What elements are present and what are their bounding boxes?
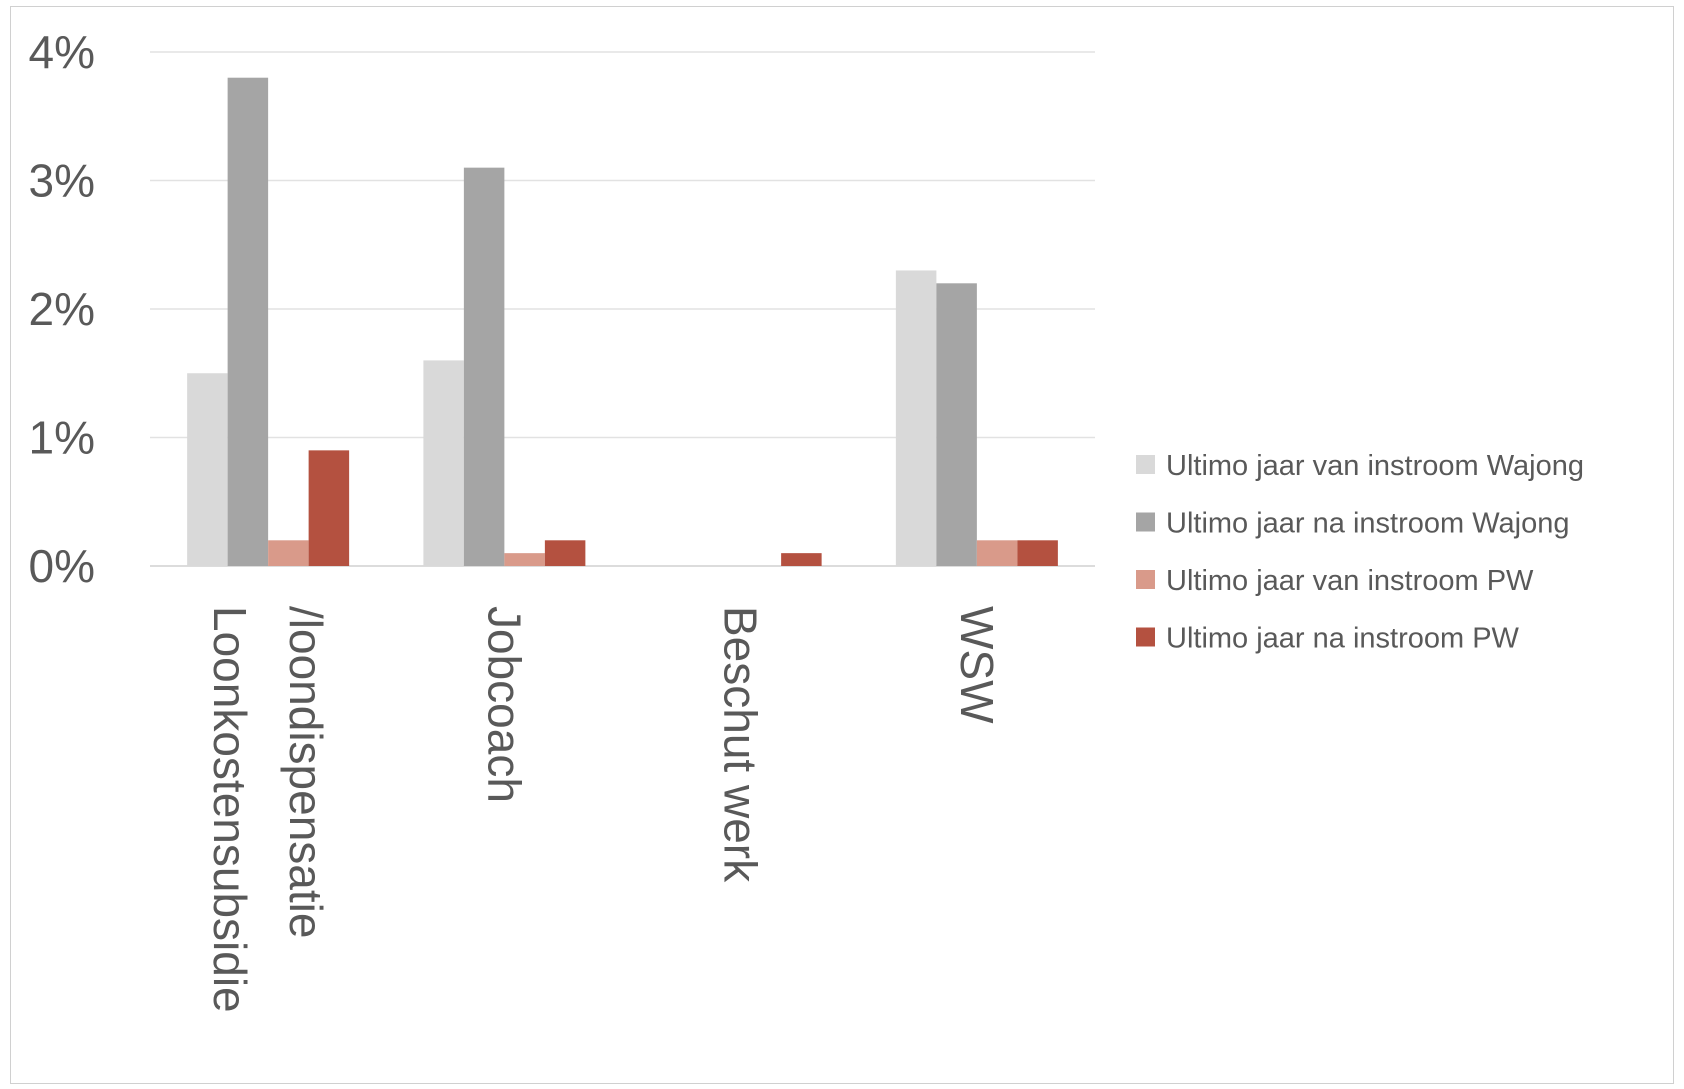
bar (227, 77, 269, 566)
legend: Ultimo jaar van instroom Wajong Ultimo ja… (1136, 450, 1584, 655)
bar (976, 540, 1018, 566)
bar (936, 283, 977, 566)
x-tick-label-group: Beschut werk (715, 606, 767, 883)
bars (187, 77, 1058, 566)
legend-label: Ultimo jaar na instroom Wajong (1166, 508, 1569, 540)
x-tick-label-group: WSW (951, 606, 1003, 724)
x-axis: Loonkostensubsidie/loondispensatie Jobcoa… (204, 606, 1003, 1013)
legend-label: Ultimo jaar van instroom PW (1166, 565, 1534, 597)
legend-swatch (1136, 627, 1155, 647)
y-tick-label: 4% (29, 26, 95, 78)
bar (544, 540, 586, 566)
y-tick-label: 1% (29, 412, 95, 464)
legend-swatch (1136, 455, 1155, 474)
x-tick-label: /loondispensatie (280, 606, 332, 938)
legend-swatch (1136, 570, 1155, 589)
y-tick-label: 0% (29, 540, 95, 592)
bar (423, 360, 464, 566)
x-tick-label: Loonkostensubsidie (204, 606, 256, 1013)
x-tick-label: WSW (951, 606, 1003, 724)
y-tick-label: 3% (29, 155, 95, 207)
legend-swatch (1136, 512, 1155, 532)
x-tick-label: Beschut werk (715, 606, 767, 883)
bar (187, 373, 228, 566)
legend-label: Ultimo jaar na instroom PW (1166, 623, 1520, 655)
x-tick-label-group: Loonkostensubsidie/loondispensatie (204, 606, 332, 1013)
bar (463, 167, 505, 566)
y-tick-label: 2% (29, 283, 95, 335)
bar (268, 540, 309, 566)
bar (781, 553, 822, 566)
bar (1017, 540, 1058, 566)
x-tick-label: Jobcoach (478, 606, 530, 803)
legend-label: Ultimo jaar van instroom Wajong (1166, 450, 1584, 482)
bar (895, 270, 937, 566)
y-axis: 0% 1% 2% 3% 4% (29, 26, 95, 592)
x-tick-label-group: Jobcoach (478, 606, 530, 803)
bar (504, 553, 545, 566)
bar (308, 450, 350, 566)
